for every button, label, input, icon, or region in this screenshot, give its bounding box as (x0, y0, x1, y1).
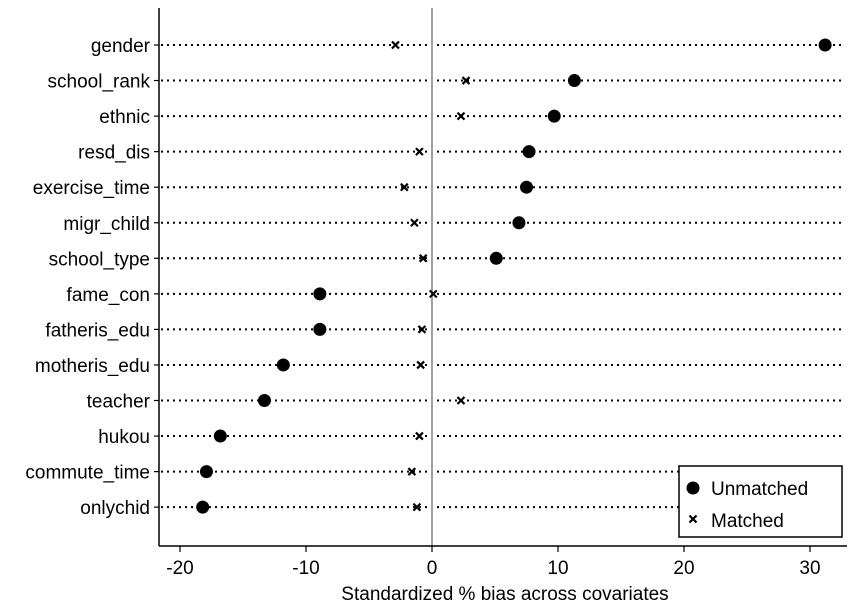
x-tick-label: -20 (166, 558, 193, 579)
matched-point (461, 76, 471, 85)
x-tick-label: 30 (799, 558, 820, 579)
unmatched-point (567, 74, 581, 88)
unmatched-point (489, 251, 503, 265)
unmatched-point (313, 287, 327, 301)
category-label: fame_con (67, 285, 150, 306)
matched-point (400, 182, 409, 192)
matched-point (415, 147, 424, 156)
unmatched-point (276, 358, 290, 372)
matched-point (415, 431, 424, 441)
category-label: commute_time (25, 463, 150, 484)
x-axis-ticks: -20 -10 0 10 20 30 (166, 546, 821, 579)
unmatched-point (313, 322, 327, 336)
unmatched-point (257, 394, 271, 407)
legend-label-unmatched: Unmatched (711, 479, 808, 500)
matched-point (418, 254, 428, 263)
legend-box (678, 465, 843, 538)
category-label: resd_dis (78, 143, 150, 164)
unmatched-point (199, 465, 213, 479)
category-label: ethnic (99, 107, 150, 128)
category-label: hukou (98, 427, 150, 448)
dotted-guide-lines (161, 44, 843, 509)
matched-point (456, 111, 466, 121)
category-label: teacher (87, 392, 151, 413)
unmatched-point (512, 216, 526, 230)
category-label: motheris_edu (35, 356, 150, 377)
unmatched-point (547, 109, 561, 123)
matched-point (428, 289, 438, 299)
unmatched-point (520, 180, 533, 194)
matched-point (391, 40, 400, 50)
category-label: gender (91, 36, 151, 57)
x-tick-label: 10 (547, 558, 568, 579)
unmatched-point (213, 429, 227, 443)
matched-point (410, 218, 419, 228)
legend-label-matched: Matched (711, 511, 784, 532)
matched-point (407, 467, 417, 476)
matched-point (412, 502, 422, 512)
data-marks (196, 38, 832, 514)
x-axis-title: Standardized % bias across covariates (341, 584, 668, 605)
matched-point (417, 325, 427, 334)
legend-marker-unmatched (686, 481, 700, 495)
unmatched-point (522, 145, 536, 159)
unmatched-point (818, 38, 832, 52)
axes (154, 8, 847, 547)
legend: Unmatched Matched (678, 465, 843, 538)
category-label: exercise_time (33, 178, 150, 199)
category-label: fatheris_edu (45, 320, 150, 341)
x-tick-label: 0 (427, 558, 438, 579)
matched-point (416, 360, 425, 370)
category-label: school_rank (48, 72, 151, 93)
category-label: migr_child (63, 214, 150, 235)
unmatched-point (196, 500, 210, 514)
category-label: school_type (49, 249, 150, 270)
legend-marker-matched (688, 514, 698, 524)
matched-point (456, 396, 466, 405)
x-tick-label: -10 (292, 558, 319, 579)
category-label: onlychid (80, 498, 150, 519)
x-tick-label: 20 (673, 558, 694, 579)
